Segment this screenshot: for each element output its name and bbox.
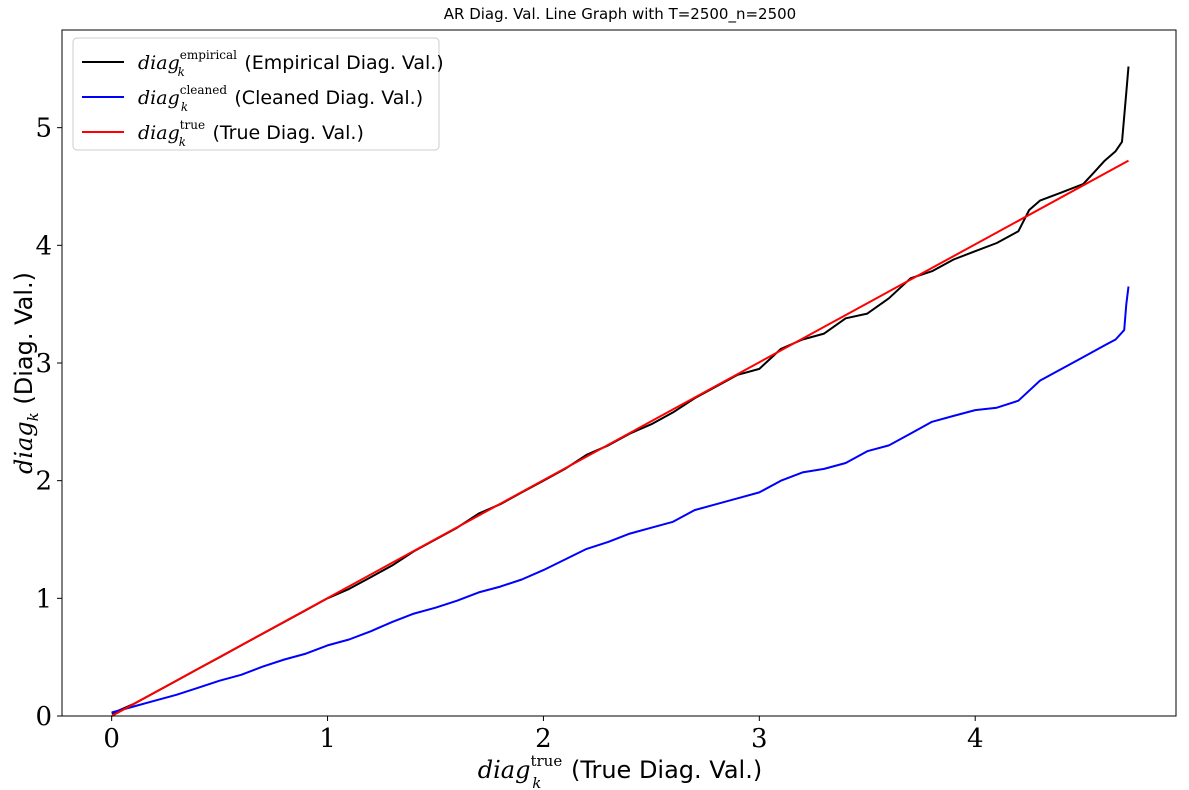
legend-label-text: (True Diag. Val.) xyxy=(212,122,363,144)
series-line-cleaned-diag-val xyxy=(111,286,1130,714)
legend-label: diagcleaned k (Cleaned Diag. Val.) xyxy=(138,83,423,114)
y-axis-label-math: diag xyxy=(10,421,38,474)
legend-label-text: (Cleaned Diag. Val.) xyxy=(234,87,423,109)
chart-title: AR Diag. Val. Line Graph with T=2500_n=2… xyxy=(444,5,796,24)
x-tick-label: 1 xyxy=(319,724,336,754)
series-layer xyxy=(111,66,1130,717)
legend-label-math: diag xyxy=(138,122,180,144)
y-tick-label: 4 xyxy=(35,231,52,261)
x-axis-label-text: (True Diag. Val.) xyxy=(571,756,762,784)
legend-label-text: (Empirical Diag. Val.) xyxy=(244,52,443,74)
x-axis: 0 1 2 3 4 xyxy=(103,716,983,754)
y-tick-label: 0 xyxy=(35,702,52,732)
legend-entries: diagempirical k (Empirical Diag. Val.)dia… xyxy=(82,48,444,149)
plot-frame xyxy=(61,29,1177,717)
x-axis-label-math: diag xyxy=(478,756,531,784)
x-tick-label: 0 xyxy=(103,724,120,754)
legend-box xyxy=(72,37,440,151)
x-axis-label: diagtrue k (True Diag. Val.) xyxy=(478,752,762,790)
y-tick-label: 2 xyxy=(35,467,52,497)
series-line-empirical-diag-val xyxy=(111,66,1130,715)
legend-label: diagempirical k (Empirical Diag. Val.) xyxy=(138,48,444,79)
series-line-true-diag-val xyxy=(111,159,1129,717)
x-axis-label-sub: k xyxy=(532,774,541,790)
x-tick-label: 4 xyxy=(967,724,984,754)
legend-label-math: diag xyxy=(138,52,180,74)
y-axis-label-text: (Diag. Val.) xyxy=(10,272,38,405)
legend-label-sub: k xyxy=(181,100,188,114)
y-axis-label-sub: k xyxy=(24,412,42,421)
legend: diagempirical k (Empirical Diag. Val.)dia… xyxy=(72,37,444,151)
legend-label: diagtrue k (True Diag. Val.) xyxy=(138,118,364,149)
y-axis: 0 1 2 3 4 5 xyxy=(35,114,62,732)
y-tick-label: 5 xyxy=(35,114,52,144)
x-axis-label-sup: true xyxy=(530,752,562,770)
legend-label-sub: k xyxy=(179,135,186,149)
legend-label-sup: true xyxy=(180,118,205,132)
y-axis-label: diagk (Diag. Val.) xyxy=(10,272,42,474)
legend-label-sup: cleaned xyxy=(180,83,228,97)
legend-label-math: diag xyxy=(138,87,180,109)
x-tick-label: 2 xyxy=(535,724,552,754)
y-tick-label: 1 xyxy=(35,584,52,614)
x-tick-label: 3 xyxy=(751,724,768,754)
legend-label-sub: k xyxy=(178,65,185,79)
y-tick-label: 3 xyxy=(35,349,52,379)
legend-label-sup: empirical xyxy=(180,48,237,62)
